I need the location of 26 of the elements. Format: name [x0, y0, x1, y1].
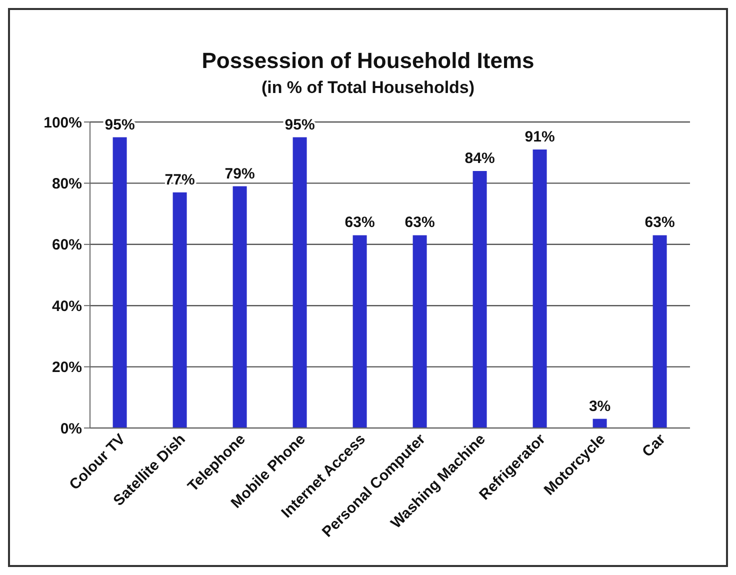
data-label: 79%	[224, 165, 255, 182]
y-tick-label: 80%	[52, 176, 82, 193]
x-tick-label: Car	[639, 430, 669, 461]
bar	[232, 186, 247, 428]
data-label: 63%	[344, 214, 375, 232]
chart-title: Possession of Household Items	[200, 48, 536, 74]
y-tick-label: 100%	[44, 114, 82, 132]
bar	[652, 235, 667, 428]
y-tick-label: 0%	[60, 420, 82, 438]
bar	[292, 137, 307, 428]
y-tick-label: 40%	[52, 298, 82, 315]
bar	[112, 137, 127, 428]
data-label: 84%	[464, 150, 495, 167]
bar	[172, 192, 187, 428]
bar	[592, 418, 607, 428]
chart-subtitle: (in % of Total Households)	[260, 78, 476, 98]
data-label: 3%	[588, 398, 611, 415]
bar	[352, 235, 367, 428]
bar	[532, 150, 547, 428]
y-tick-label: 60%	[52, 236, 82, 254]
data-label: 91%	[524, 128, 555, 146]
bar	[412, 235, 427, 428]
bar	[472, 170, 487, 428]
data-label: 63%	[404, 214, 435, 232]
y-tick-label: 20%	[52, 359, 82, 376]
data-label: 63%	[644, 214, 675, 232]
